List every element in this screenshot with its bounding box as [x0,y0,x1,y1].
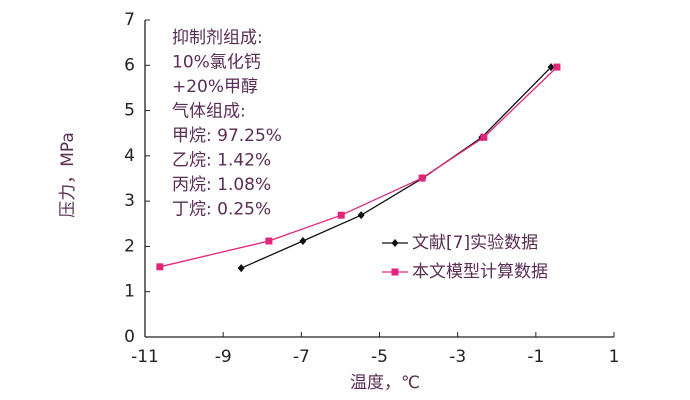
x-tick-label: -5 [371,347,388,367]
x-tick-label: -3 [449,347,466,367]
legend-marker [391,268,399,276]
marker [553,63,561,71]
annotation: +20%甲醇 [172,77,258,97]
y-tick-label: 5 [124,101,135,121]
y-tick-label: 3 [124,191,135,211]
marker [547,63,555,72]
y-tick-label: 7 [124,10,135,30]
annotation: 乙烷: 1.42% [172,151,271,171]
x-tick-label: -11 [131,347,159,367]
marker [337,211,345,219]
y-tick-label: 4 [124,146,135,166]
annotation: 气体组成: [172,102,246,122]
y-tick-label: 6 [124,55,135,75]
series-line [240,66,552,269]
annotation: 甲烷: 97.25% [172,126,282,146]
y-tick-label: 1 [124,282,135,302]
annotation: 抑制剂组成: [172,28,263,48]
x-tick-label: -1 [527,347,544,367]
marker [156,263,164,271]
annotation: 丙烷: 1.08% [172,175,271,195]
marker [299,236,307,245]
marker [237,264,245,273]
x-tick-label: 1 [609,347,620,367]
y-tick-label: 0 [124,327,135,347]
legend-label: 文献[7]实验数据 [412,233,538,253]
marker [418,174,426,182]
y-tick-label: 2 [124,236,135,256]
marker [265,237,273,245]
marker [480,133,488,141]
legend-label: 本文模型计算数据 [412,262,548,282]
series-line [159,66,558,268]
legend-marker [391,239,399,247]
x-tick-label: -9 [215,347,232,367]
y-axis-label: 压力，MPa [58,132,78,218]
annotation: 丁烷: 0.25% [172,200,271,220]
annotation: 10%氯化钙 [172,53,261,73]
marker [357,211,365,220]
x-axis-label: 温度，℃ [350,373,420,393]
x-tick-label: -7 [293,347,310,367]
